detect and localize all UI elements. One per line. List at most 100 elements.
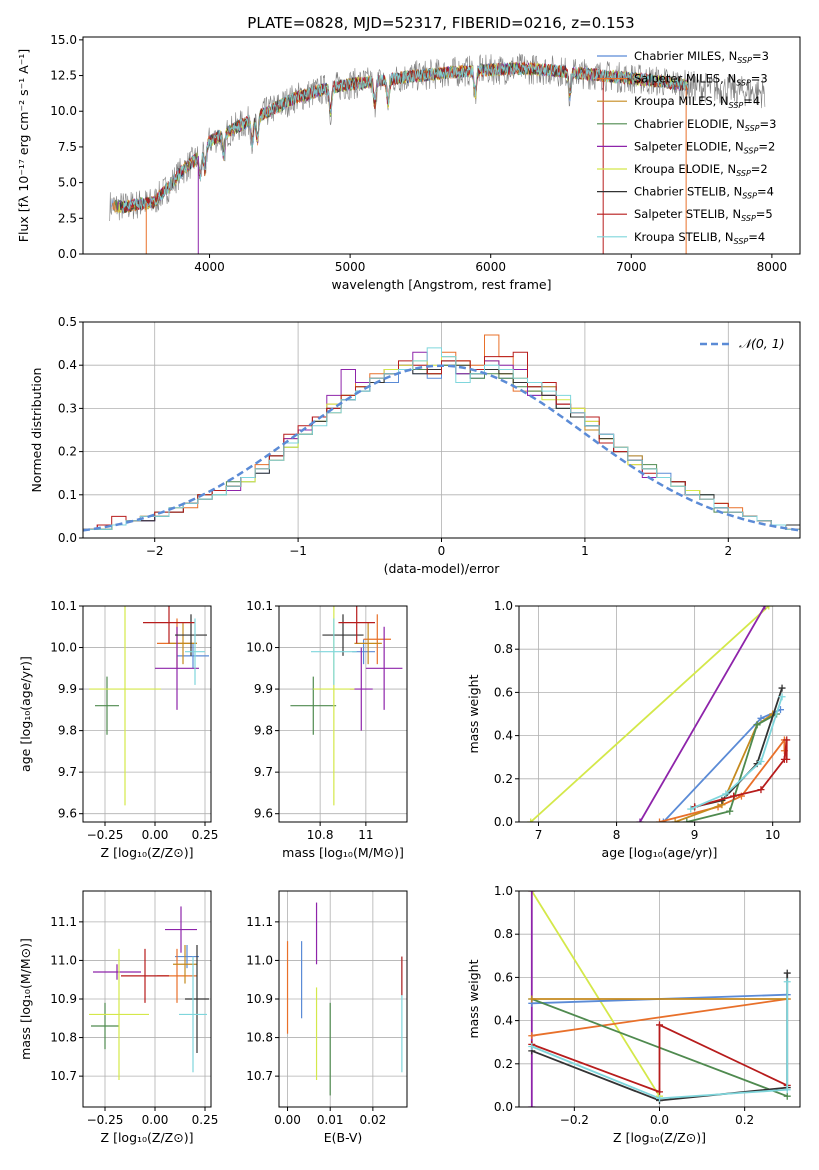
y-tick-label: 10.8 <box>246 1031 273 1045</box>
x-axis-label: age [log₁₀(age/yr)] <box>602 845 718 860</box>
y-tick-label: 0.0 <box>58 247 77 261</box>
weight-marker <box>783 1086 791 1094</box>
y-tick-label: 0.2 <box>494 772 513 786</box>
y-tick-label: 9.8 <box>254 724 273 738</box>
y-tick-label: 0.2 <box>58 445 77 459</box>
x-tick-label: 0.00 <box>142 1113 169 1127</box>
y-tick-label: 11.1 <box>50 915 77 929</box>
weight-marker <box>783 1092 791 1100</box>
y-tick-label: 10.0 <box>50 104 77 118</box>
axes-frame: −0.2 0.0 0.2 0.0 0.2 0.4 0.6 0.8 1.0 Z [log₁₀(Z/Z… <box>466 884 801 1145</box>
weight-marker <box>730 792 738 800</box>
x-tick-label: 6000 <box>475 260 506 274</box>
legend-count: =2 <box>758 139 775 153</box>
errorbar-chabrier-elodie <box>290 676 337 735</box>
legend-count: =3 <box>751 72 768 86</box>
plot-area <box>290 606 403 806</box>
weight-line <box>531 981 789 1100</box>
legend-text: Salpeter ELODIE, N <box>634 139 744 153</box>
weight-marker <box>761 606 769 610</box>
x-axis-label: Z [log₁₀(Z/Z⊙)] <box>101 845 194 860</box>
ebv-mass-panel: 0.00 0.01 0.02 10.7 10.8 10.9 11.0 11.1 E(B-V) <box>246 890 408 1145</box>
legend-text: Kroupa ELODIE, N <box>634 162 736 176</box>
x-tick-label: 0.0 <box>650 1113 669 1127</box>
x-tick-label: 0.25 <box>192 1113 219 1127</box>
y-tick-label: 0.6 <box>494 685 513 699</box>
x-axis-label: Z [log₁₀(Z/Z⊙)] <box>101 1130 194 1145</box>
x-tick-label: 0.02 <box>360 1113 387 1127</box>
grid-lines <box>83 891 211 1107</box>
errorbar-kroupa-elodie <box>89 606 161 806</box>
legend-subscript: SSP <box>745 124 760 133</box>
legend-subscript: SSP <box>736 79 751 88</box>
legend-entry: Chabrier STELIB, NSSP=4 <box>634 185 774 201</box>
y-tick-label: 7.5 <box>58 140 77 154</box>
y-tick-label: 0.8 <box>494 642 513 656</box>
y-tick-label: 0.0 <box>494 815 513 829</box>
y-tick-label: 12.5 <box>50 69 77 83</box>
y-tick-label: 0.8 <box>494 927 513 941</box>
y-tick-label: 9.7 <box>254 765 273 779</box>
weight-marker <box>656 1088 663 1096</box>
weight-line <box>690 696 783 810</box>
weight-line <box>639 606 766 822</box>
axes-frame: −2 −1 0 1 2 0.0 0.1 0.2 0.3 0.4 0.5 (data-model)/er… <box>29 315 801 576</box>
weight-marker <box>726 807 734 815</box>
x-tick-label: 0.00 <box>142 828 169 842</box>
normal-curve <box>83 364 800 532</box>
x-tick-label: −2 <box>146 544 164 558</box>
weight-marker <box>656 1021 663 1029</box>
x-tick-label: 7 <box>535 828 543 842</box>
errorbar-kroupa-stelib <box>311 618 357 685</box>
metallicity-weight-panel: −0.2 0.0 0.2 0.0 0.2 0.4 0.6 0.8 1.0 Z [log₁₀(Z/Z… <box>466 884 801 1145</box>
legend-subscript: SSP <box>744 146 759 155</box>
legend-subscript: SSP <box>729 101 744 110</box>
errorbar-kroupa-stelib <box>185 618 205 685</box>
x-axis-label: (data-model)/error <box>384 561 501 576</box>
legend-subscript: SSP <box>741 214 756 223</box>
legend-subscript: SSP <box>736 169 751 178</box>
weight-marker <box>753 721 761 729</box>
legend-text: Kroupa STELIB, N <box>634 230 734 244</box>
axes-box <box>278 605 408 823</box>
y-tick-label: 0.2 <box>494 1057 513 1071</box>
errorbar-kroupa-miles <box>169 622 197 665</box>
weight-marker <box>671 818 679 822</box>
weight-marker <box>683 818 691 822</box>
plot-area <box>528 891 791 1107</box>
x-tick-label: 2 <box>724 544 732 558</box>
legend-count: =4 <box>743 94 760 108</box>
legend-subscript: SSP <box>742 192 757 201</box>
y-axis-label: mass [log₁₀(M/M⊙)] <box>18 938 33 1060</box>
y-axis-label: age [log₁₀(age/yr)] <box>18 656 33 772</box>
legend-subscript: SSP <box>737 56 752 65</box>
legend-text: Salpeter MILES, N <box>634 72 736 86</box>
x-tick-label: −0.25 <box>87 1113 124 1127</box>
weight-marker <box>783 978 791 986</box>
weight-marker <box>656 1094 663 1102</box>
y-tick-label: 9.6 <box>58 807 77 821</box>
errorbar-chabrier-elodie <box>91 1002 119 1050</box>
errorbar-kroupa-elodie <box>313 606 355 806</box>
x-tick-label: 0.25 <box>192 828 219 842</box>
plot-area <box>286 902 403 1096</box>
x-axis-label: E(B-V) <box>324 1130 363 1145</box>
errorbar-chabrier-stelib <box>185 945 209 1053</box>
y-tick-label: 0.0 <box>58 531 77 545</box>
weight-line <box>531 1023 788 1094</box>
weight-marker <box>757 786 765 794</box>
errorbar-kroupa-elodie <box>89 948 149 1080</box>
y-tick-label: 11.0 <box>50 953 77 967</box>
legend-entry: 𝒩(0, 1) <box>739 336 785 351</box>
weight-line <box>531 891 661 1097</box>
model-spectrum-line <box>122 63 688 214</box>
errorbar-chabrier-stelib <box>175 614 207 656</box>
y-tick-label: 1.0 <box>494 884 513 898</box>
weight-series-salpeter-elodie <box>636 606 769 822</box>
errorbar-chabrier-elodie <box>95 676 119 735</box>
legend-text: Chabrier MILES, N <box>634 49 737 63</box>
y-tick-label: 0.4 <box>494 729 513 743</box>
x-tick-label: −0.2 <box>560 1113 589 1127</box>
axes-frame: −0.25 0.00 0.25 9.6 9.7 9.8 9.9 10.0 10.1 Z [log₁… <box>18 599 218 860</box>
legend-text: Salpeter STELIB, N <box>634 207 741 221</box>
